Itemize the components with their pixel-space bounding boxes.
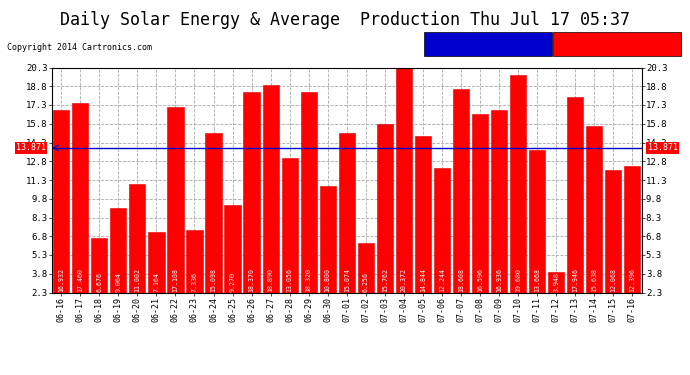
Text: 19.680: 19.680 [515,268,521,292]
Bar [91,238,108,292]
Text: 14.844: 14.844 [420,268,426,292]
Bar [567,97,583,292]
Text: 7.336: 7.336 [192,272,197,292]
Bar [129,184,146,292]
Bar [53,110,70,292]
Bar [339,133,355,292]
Bar [224,206,241,292]
Text: 15.098: 15.098 [210,268,217,292]
Bar [605,170,621,292]
Bar [529,150,545,292]
Text: 10.800: 10.800 [325,268,331,292]
Bar [186,230,203,292]
Text: Copyright 2014 Cartronics.com: Copyright 2014 Cartronics.com [7,43,152,52]
Text: 6.676: 6.676 [97,272,102,292]
Bar [72,103,88,292]
Bar [282,158,297,292]
Text: 13.871: 13.871 [16,143,46,152]
Text: Daily Solar Energy & Average  Production Thu Jul 17 05:37: Daily Solar Energy & Average Production … [60,11,630,29]
Bar [434,168,450,292]
Text: 20.372: 20.372 [401,268,407,292]
Text: 6.256: 6.256 [363,272,368,292]
Text: 7.164: 7.164 [153,272,159,292]
Text: 11.002: 11.002 [135,268,140,292]
Text: 18.890: 18.890 [268,268,274,292]
Text: 12.396: 12.396 [629,268,635,292]
Bar [262,85,279,292]
Text: 12.068: 12.068 [610,268,616,292]
Bar [319,186,336,292]
Text: 17.108: 17.108 [172,268,179,292]
Bar [168,107,184,292]
Text: 9.064: 9.064 [115,272,121,292]
Bar [206,132,221,292]
Bar [148,232,164,292]
Text: 15.638: 15.638 [591,268,597,292]
Bar [110,208,126,292]
Text: 17.460: 17.460 [77,268,83,292]
Text: 16.936: 16.936 [496,268,502,292]
Text: 13.668: 13.668 [534,268,540,292]
Bar [244,92,259,292]
Text: 15.074: 15.074 [344,268,350,292]
Text: 15.762: 15.762 [382,268,388,292]
Bar [377,124,393,292]
Bar [301,92,317,292]
Bar [510,75,526,292]
Text: 16.596: 16.596 [477,268,483,292]
Bar [491,110,507,292]
Bar [453,88,469,292]
Text: 12.244: 12.244 [439,268,445,292]
Bar [396,67,412,292]
Text: 3.948: 3.948 [553,272,559,292]
Text: 18.608: 18.608 [458,268,464,292]
Bar [415,136,431,292]
Text: Average  (kWh): Average (kWh) [456,40,520,49]
Bar [548,272,564,292]
Text: 13.056: 13.056 [286,268,293,292]
Bar [624,166,640,292]
Text: 16.932: 16.932 [58,268,64,292]
Text: 13.871: 13.871 [648,143,678,152]
Text: 18.370: 18.370 [248,268,255,292]
Text: 9.270: 9.270 [230,272,235,292]
Text: 18.320: 18.320 [306,268,312,292]
Text: Daily  (kWh): Daily (kWh) [589,40,645,49]
Bar [357,243,374,292]
Bar [472,114,488,292]
Text: 17.946: 17.946 [572,268,578,292]
Bar [586,126,602,292]
